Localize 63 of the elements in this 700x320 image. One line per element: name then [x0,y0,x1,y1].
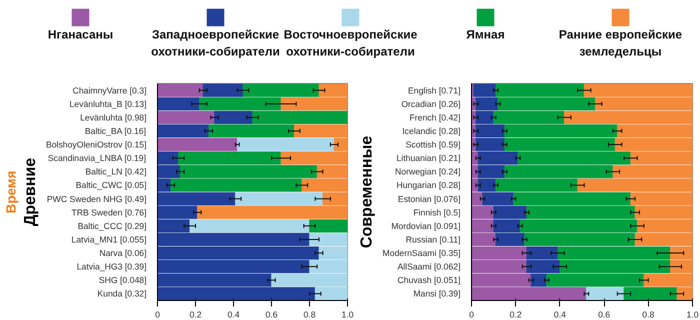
bar [586,287,624,300]
x-tick-label: 0.4 [554,310,566,320]
y-tick-label: Mansi [0.39] [413,288,461,299]
y-tick-label: Narva [0.06] [99,248,147,258]
x-tick-label: 0.2 [189,310,202,320]
bar [214,110,253,124]
legend-label: Ямная [466,28,505,42]
x-tick-label: 0.8 [303,310,316,320]
text: Древние [22,158,39,226]
y-tick-label: BolshoyOleniOstrov [0.15] [46,140,147,150]
bar [237,138,334,152]
y-tick-label: Finnish [0.5] [413,207,461,218]
y-tick-label: Baltic_BA [0.16] [84,126,146,136]
y-tick-label: French [0.42] [409,112,461,122]
y-tick-label: ModernSaami [0.35] [382,248,461,258]
y-tick-label: Icelandic [0.28] [402,126,461,136]
x-tick-label: 0.6 [265,310,278,320]
y-tick-label: English [0.71] [408,85,461,96]
y-tick-label: AllSaami [0.062] [397,262,461,272]
y-tick-label: Chuvash [0.051] [397,275,461,286]
x-tick-label: 0.2 [510,310,522,320]
y-tick-label: Baltic_CCC [0.29] [78,220,147,231]
bar [202,84,244,97]
y-tick-label: SHG [0.048] [98,275,147,286]
legend-label: Нганасаны [48,28,114,42]
bar [158,110,215,124]
y-tick-label: Kunda [0.32] [97,288,146,299]
y-tick-label: Scottish [0.59] [406,140,461,150]
x-tick-label: 0.8 [642,310,654,320]
y-tick-label: Scandinavia_LNBA [0.19] [48,153,146,164]
y-tick-label: Lithuanian [0.21] [396,153,461,164]
legend-label: Ранние европейские земледельцы [558,28,682,58]
legend-label: Западноевропейские охотники-собиратели [151,28,280,58]
bar [158,84,204,97]
y-tick-label: Levänluhta [0.98] [80,112,147,122]
y-tick-label: Latvia_HG3 [0.39] [76,262,147,272]
y-tick-label: Russian [0.11] [406,234,461,244]
bar [235,192,324,206]
bar [158,97,200,110]
x-tick-label: 0 [155,310,160,320]
text: Время [4,170,18,214]
legend-label: Восточноевропейские охотники-собиратели [284,28,418,58]
bar [158,138,238,152]
y-tick-label: Levänluhta_B [0.13] [69,98,147,109]
x-tick-label: 1.0 [686,310,699,320]
y-tick-label: Hungarian [0.28] [396,180,461,190]
y-tick-label: Mordovian [0.091] [391,220,461,231]
y-tick-label: Estonian [0.076] [398,194,461,204]
x-tick-label: 1.0 [341,310,354,320]
y-tick-label: Latvia_MN1 [0.055] [71,234,147,244]
y-tick-label: Norwegian [0.24] [395,166,461,177]
y-tick-label: Baltic_LN [0.42] [85,166,147,177]
bar [158,124,210,138]
x-tick-label: 0 [469,310,474,320]
text: Современные [358,136,376,248]
y-tick-label: Baltic_CWC [0.05] [76,180,146,190]
x-tick-label: 0.4 [227,310,240,320]
bar [309,219,348,232]
y-tick-label: PWC Sweden NHG [0.49] [46,194,147,204]
y-tick-label: TRB Sweden [0.76] [71,207,146,218]
x-tick-label: 0.6 [598,310,610,320]
y-tick-label: Orcadian [0.26] [401,98,460,109]
y-tick-label: ChaimnyVarre [0.3] [72,85,147,96]
